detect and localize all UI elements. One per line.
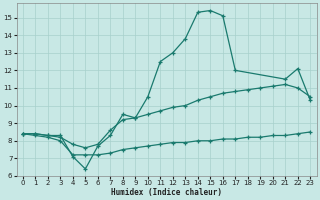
X-axis label: Humidex (Indice chaleur): Humidex (Indice chaleur) <box>111 188 222 197</box>
